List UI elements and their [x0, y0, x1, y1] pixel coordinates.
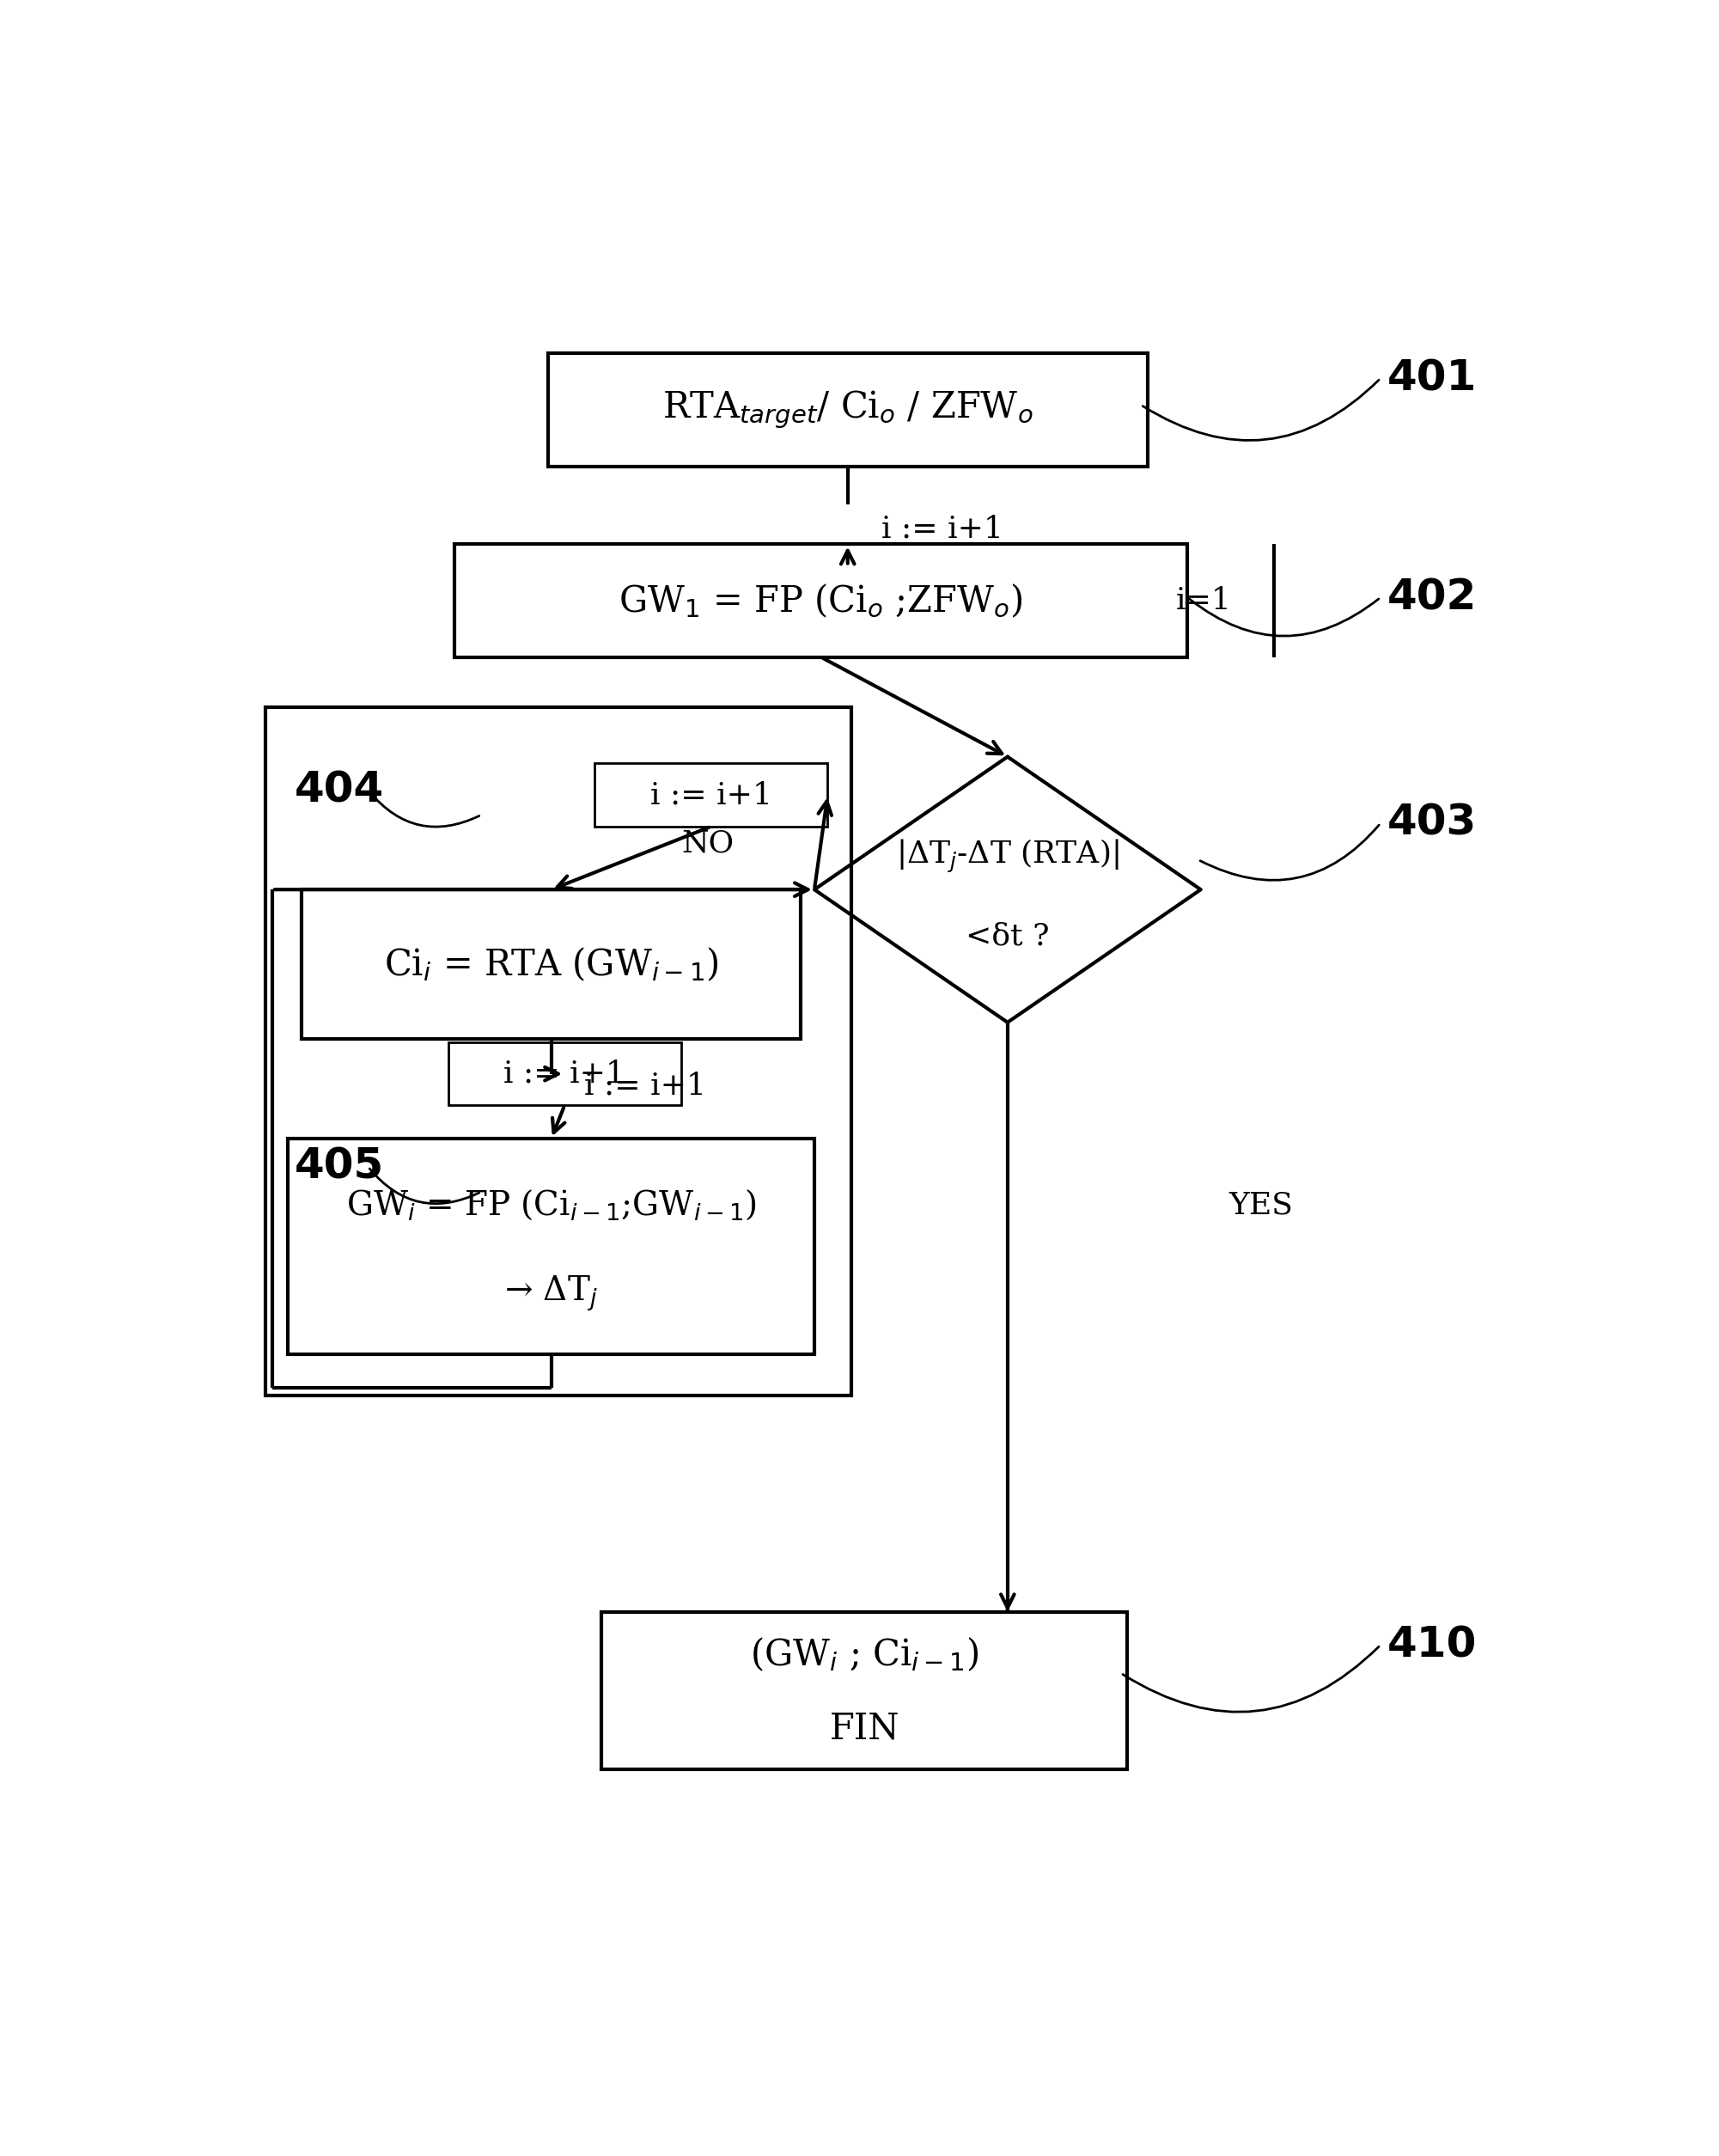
Text: NO: NO: [681, 828, 734, 858]
Text: i := i+1: i := i+1: [882, 515, 1002, 543]
FancyBboxPatch shape: [548, 354, 1148, 466]
Text: i := i+1: i := i+1: [650, 780, 772, 808]
Text: i := i+1: i := i+1: [584, 1072, 707, 1100]
Polygon shape: [815, 757, 1202, 1022]
FancyBboxPatch shape: [602, 1613, 1128, 1770]
Text: GW$_i$ = FP (Ci$_{i-1}$;GW$_{i-1}$): GW$_i$ = FP (Ci$_{i-1}$;GW$_{i-1}$): [346, 1188, 756, 1222]
Text: 404: 404: [296, 770, 385, 811]
Text: 401: 401: [1387, 358, 1477, 399]
FancyBboxPatch shape: [289, 1138, 815, 1354]
Text: i := i+1: i := i+1: [504, 1059, 626, 1089]
Text: Ci$_i$ = RTA (GW$_{i-1}$): Ci$_i$ = RTA (GW$_{i-1}$): [383, 946, 719, 983]
FancyBboxPatch shape: [595, 763, 829, 826]
Text: 403: 403: [1387, 802, 1477, 843]
Text: → ΔT$_j$: → ΔT$_j$: [504, 1274, 598, 1313]
Text: |ΔT$_j$-ΔT (RTA)|: |ΔT$_j$-ΔT (RTA)|: [896, 839, 1119, 875]
Text: (GW$_i$ ; Ci$_{i-1}$): (GW$_i$ ; Ci$_{i-1}$): [749, 1634, 978, 1673]
FancyBboxPatch shape: [301, 890, 801, 1039]
Text: i=1: i=1: [1176, 586, 1231, 614]
FancyBboxPatch shape: [456, 543, 1188, 658]
Text: 410: 410: [1387, 1623, 1477, 1667]
Text: GW$_1$ = FP (Ci$_o$ ;ZFW$_o$): GW$_1$ = FP (Ci$_o$ ;ZFW$_o$): [619, 582, 1023, 619]
Text: RTA$_{target}$/ Ci$_o$ / ZFW$_o$: RTA$_{target}$/ Ci$_o$ / ZFW$_o$: [662, 388, 1033, 431]
Text: YES: YES: [1229, 1190, 1293, 1220]
FancyBboxPatch shape: [449, 1041, 681, 1106]
Text: <δt ?: <δt ?: [966, 921, 1049, 951]
Text: 402: 402: [1387, 578, 1477, 619]
Text: 405: 405: [296, 1147, 385, 1188]
Text: FIN: FIN: [829, 1710, 899, 1746]
